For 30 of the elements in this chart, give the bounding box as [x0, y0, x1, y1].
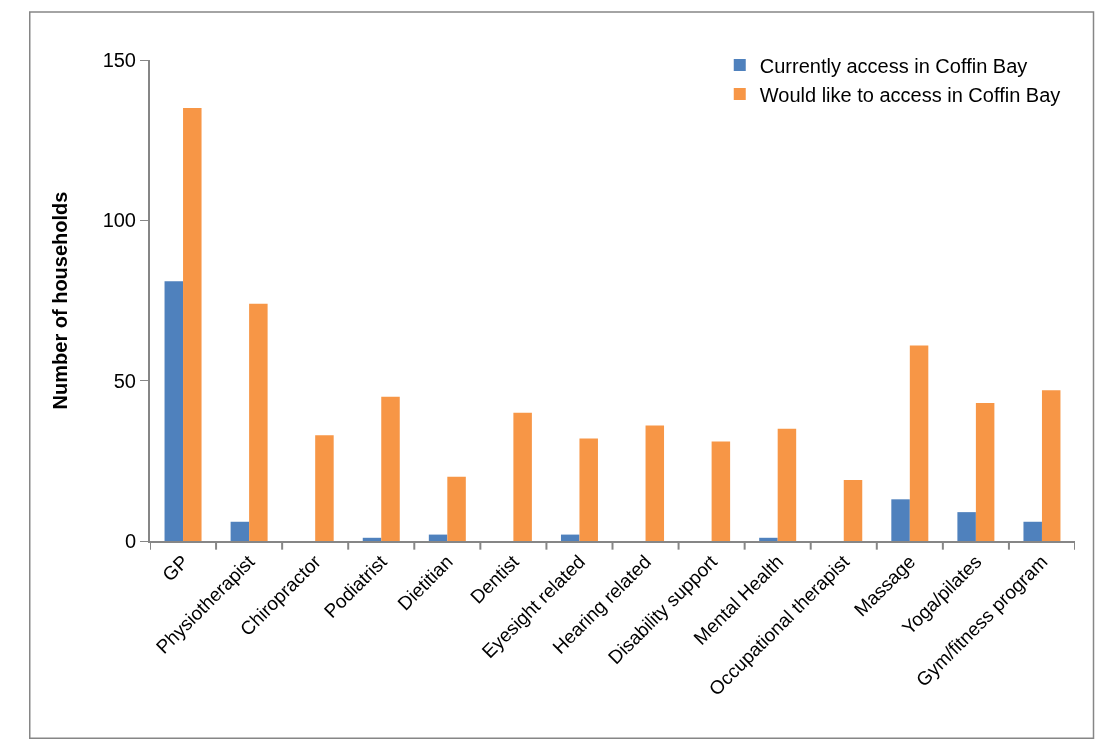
bar [513, 412, 532, 541]
legend-label: Currently access in Coffin Bay [759, 54, 1028, 77]
bar [428, 534, 448, 541]
y-tick-label: 150 [102, 49, 136, 71]
bar [1041, 390, 1061, 541]
bar [447, 476, 466, 541]
bar [891, 499, 910, 541]
bar [362, 537, 382, 541]
bar [183, 108, 202, 541]
bar [777, 428, 797, 541]
bar [909, 345, 929, 541]
y-tick-label: 50 [113, 369, 136, 392]
bar [164, 281, 184, 541]
y-tick-label: 0 [124, 530, 136, 552]
bar [645, 425, 665, 541]
legend-label: Would like to access in Coffin Bay [759, 83, 1061, 106]
bar [975, 403, 995, 541]
bar [759, 537, 778, 541]
bar [711, 441, 731, 541]
bar [230, 521, 250, 541]
bar [381, 396, 400, 541]
bar [249, 303, 268, 541]
bar [560, 534, 580, 541]
y-tick-label: 100 [102, 209, 136, 232]
bar [579, 438, 598, 541]
bar [843, 480, 863, 541]
bar [957, 512, 976, 541]
bar [1023, 521, 1042, 541]
bar [315, 435, 334, 541]
y-axis-title: Number of households [48, 191, 71, 410]
